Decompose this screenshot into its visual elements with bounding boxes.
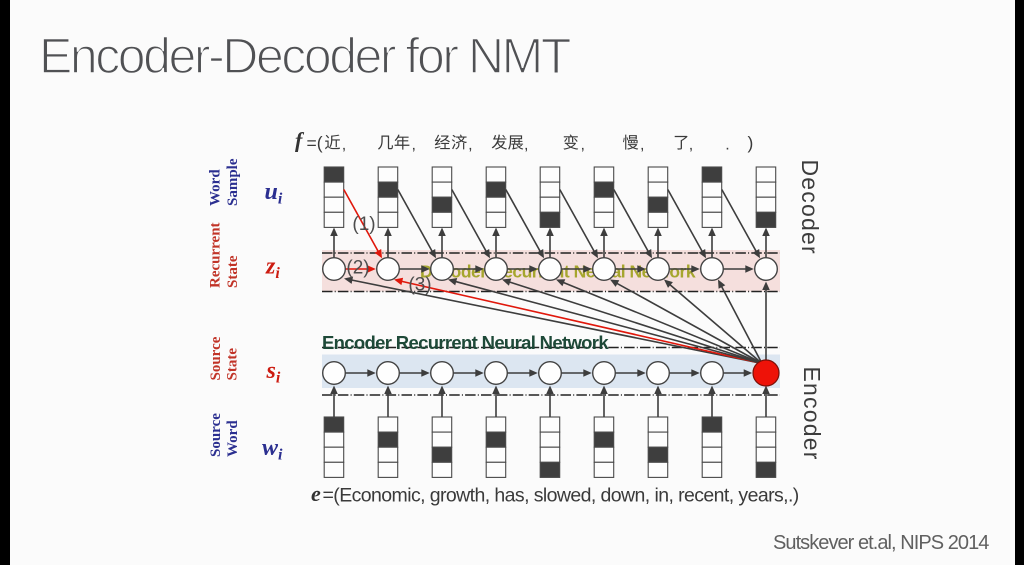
svg-text:,: ,	[342, 137, 346, 154]
svg-text:State: State	[225, 348, 241, 381]
svg-text:,: ,	[412, 137, 416, 154]
svg-text:,: ,	[640, 137, 644, 154]
svg-text:): )	[748, 133, 754, 153]
svg-text:Encoder Recurrent Neural Netwo: Encoder Recurrent Neural Network	[322, 332, 609, 353]
svg-text:Decoder: Decoder	[797, 160, 823, 255]
svg-text:ui: ui	[265, 179, 283, 208]
svg-text:=(Economic, growth, has, slowe: =(Economic, growth, has, slowed, down, i…	[323, 485, 799, 507]
svg-text:,: ,	[581, 137, 585, 154]
svg-text:(1): (1)	[352, 214, 375, 235]
svg-text:Source: Source	[208, 413, 224, 457]
svg-text:(2): (2)	[346, 258, 369, 279]
svg-text:=(: =(	[307, 133, 323, 153]
svg-text:Recurrent: Recurrent	[208, 222, 224, 288]
svg-text:.: .	[725, 137, 729, 154]
svg-text:Sample: Sample	[225, 158, 241, 206]
svg-text:,: ,	[524, 137, 528, 154]
svg-text:Word: Word	[225, 420, 241, 457]
svg-text:Encoder: Encoder	[799, 367, 825, 461]
svg-text:(3): (3)	[408, 275, 431, 296]
svg-text:Source: Source	[208, 336, 224, 380]
svg-text:wi: wi	[262, 435, 283, 464]
svg-text:State: State	[225, 255, 241, 288]
svg-text:,: ,	[689, 137, 693, 154]
svg-text:e: e	[311, 481, 321, 506]
svg-text:zi: zi	[265, 254, 280, 283]
svg-text:si: si	[266, 358, 281, 387]
svg-text:Word: Word	[208, 169, 224, 206]
svg-text:,: ,	[468, 137, 472, 154]
svg-text:f: f	[295, 128, 305, 153]
